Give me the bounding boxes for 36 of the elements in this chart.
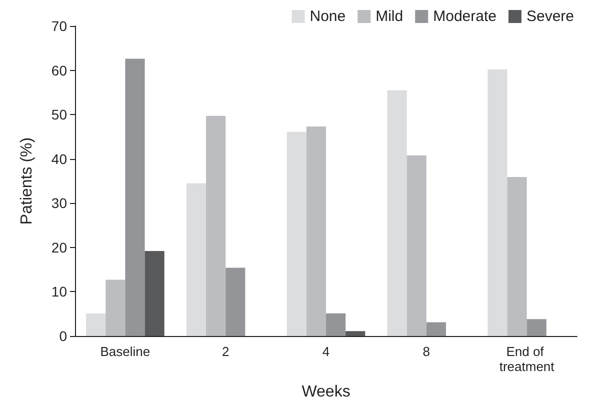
y-axis-title: Patients (%) [18, 137, 36, 225]
bar [286, 132, 306, 336]
bar [86, 313, 106, 336]
bar [144, 250, 164, 336]
y-tick-label: 20 [51, 239, 68, 256]
bar [206, 116, 226, 336]
bar [507, 177, 527, 336]
bar [387, 90, 407, 336]
y-tick-label: 50 [51, 106, 68, 123]
bar [488, 69, 508, 336]
bar [526, 319, 546, 336]
y-tick-label: 0 [59, 328, 68, 344]
bar [226, 268, 246, 336]
legend-label: Severe [526, 8, 574, 25]
bar [306, 126, 326, 336]
bar [186, 183, 206, 336]
y-tick-label: 70 [51, 18, 68, 34]
y-tick-label: 40 [51, 150, 68, 167]
bar [406, 155, 426, 336]
bar [346, 331, 366, 336]
x-tick-label: 8 [422, 344, 430, 359]
x-tick-label: End of treatment [499, 344, 555, 374]
x-axis-title: Weeks [302, 384, 350, 400]
y-tick-label: 60 [51, 62, 68, 78]
x-tick-label: 2 [222, 344, 230, 359]
bar [106, 280, 126, 336]
x-tick-label: 4 [322, 344, 330, 359]
legend-label: None [310, 8, 346, 25]
bar [426, 322, 446, 336]
y-tick-label: 10 [51, 284, 68, 300]
legend-label: Moderate [433, 8, 496, 25]
y-tick-label: 30 [51, 195, 68, 212]
bar [326, 313, 346, 336]
bar [125, 58, 145, 336]
x-tick-label: Baseline [100, 344, 150, 359]
legend-label: Mild [376, 8, 404, 25]
